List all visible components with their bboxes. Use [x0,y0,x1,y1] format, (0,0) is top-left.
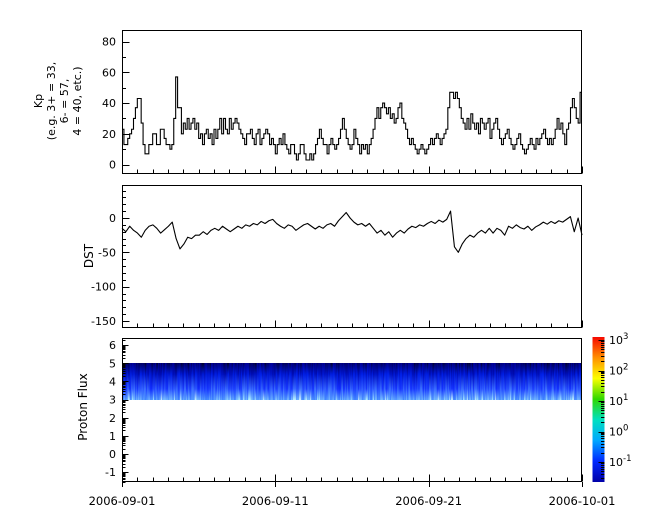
kp-axis-label-line: 6- = 57, [58,78,71,124]
flux-ytick-label: 0 [109,448,116,461]
x-axis-date-label: 2006-09-11 [242,494,309,508]
kp-axis-label-line: (e.g. 3+ = 33, [45,61,58,141]
kp-axis-label-line: 4 = 40, etc.) [71,66,84,136]
dst-series-line [121,210,583,253]
flux-axis-label: Proton Flux [76,373,90,441]
dst-xticks [122,320,583,328]
x-axis-labels: 2006-09-01 2006-09-11 2006-09-21 2006-10-01 [89,494,616,508]
kp-axis-label: Kp (e.g. 3+ = 33, 6- = 57, 4 = 40, etc.) [32,62,84,140]
colorbar-ticks [598,340,605,479]
x-axis-date-label: 2006-09-01 [89,494,156,508]
colorbar-tick-label: 10-1 [609,454,631,469]
proton-flux-band [123,363,582,400]
kp-ytick-label: 40 [102,97,116,110]
kp-yticks [122,42,130,166]
kp-series-line [122,76,582,161]
flux-ytick-label: 1 [109,430,116,443]
flux-ytick-label: 6 [109,339,116,352]
flux-xticks [122,474,583,487]
flux-ytick-label: 4 [109,375,116,388]
dst-axis-label: DST [82,243,96,269]
kp-ytick-label: 80 [102,36,116,49]
dst-ytick-label: -50 [98,246,116,259]
kp-xticks [122,166,583,174]
flux-ytick-label: 3 [109,394,116,407]
flux-yticks [122,340,129,483]
flux-ytick-label: -1 [105,466,116,479]
flux-frame [122,338,582,482]
colorbar-gradient [592,337,605,482]
dst-frame [122,185,582,328]
x-axis-date-label: 2006-09-21 [395,494,462,508]
proton-flux-panel: -1 0 1 2 3 4 5 6 [105,338,583,487]
kp-axis-label-line: Kp [32,93,45,109]
colorbar-tick-label: 101 [609,393,628,408]
colorbar-tick-label: 100 [609,424,628,439]
dst-ytick-label: -100 [91,281,116,294]
dst-ytick-label: 0 [109,212,116,225]
x-axis-date-label: 2006-10-01 [549,494,616,508]
dst-ytick-label: -150 [91,315,116,328]
flux-ytick-label: 5 [109,357,116,370]
colorbar: 103 102 101 100 10-1 [592,332,631,482]
kp-ytick-label: 0 [109,159,116,172]
kp-frame [122,30,582,174]
colorbar-tick-label: 103 [609,332,628,347]
kp-ytick-label: 60 [102,66,116,79]
kp-ytick-label: 20 [102,128,116,141]
colorbar-tick-label: 102 [609,363,628,378]
flux-ytick-label: 2 [109,412,116,425]
kp-panel: 0 20 40 60 80 [102,30,583,174]
dst-panel: 0 -50 -100 -150 [91,185,583,328]
dst-yticks [122,191,130,322]
